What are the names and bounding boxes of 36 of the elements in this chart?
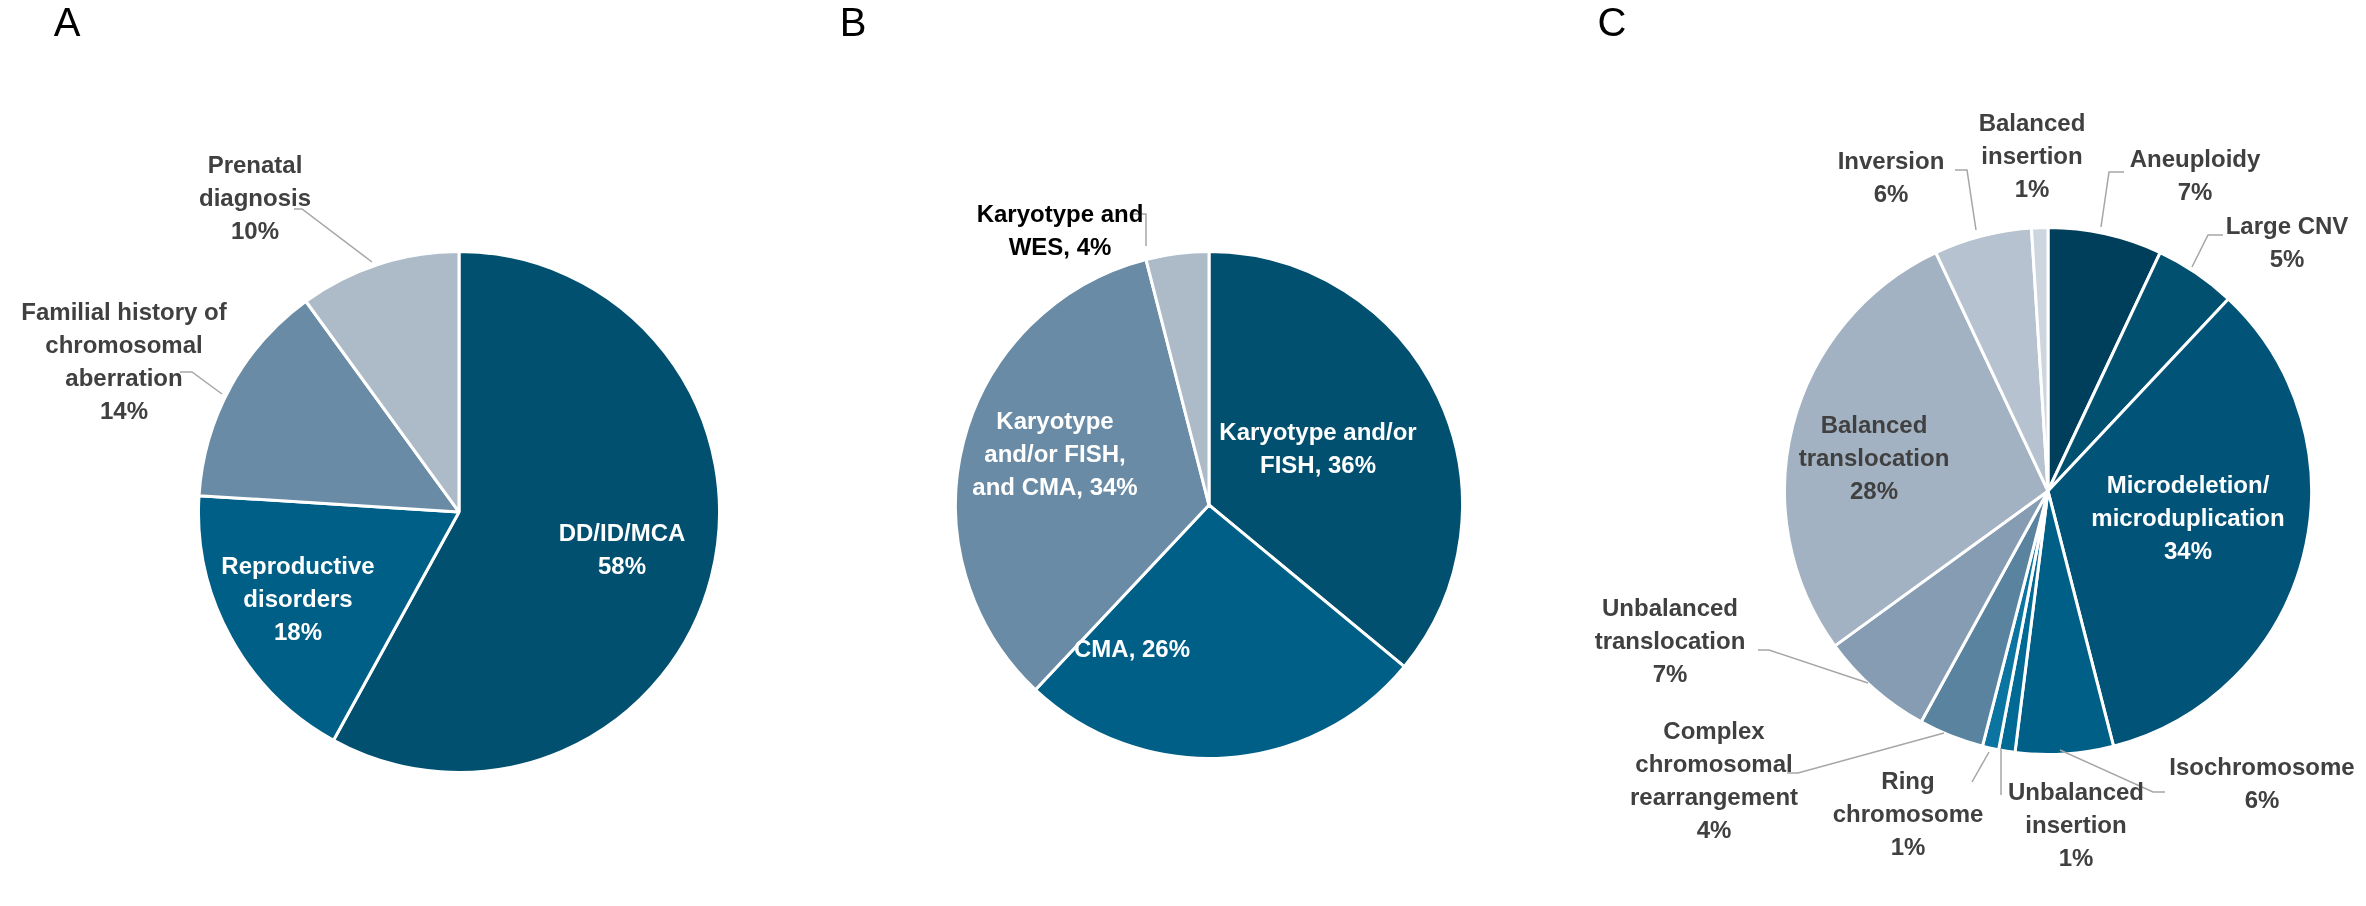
data-label: 1% bbox=[2014, 174, 2050, 202]
slice-label: Ring chromosome bbox=[1832, 766, 1984, 827]
data-label: 1% bbox=[1890, 832, 1926, 860]
data-label: 10% bbox=[230, 216, 280, 244]
slice-label: Large CNV bbox=[2225, 212, 2349, 240]
slice-label: Inversion bbox=[1837, 147, 1945, 175]
slice-label: Prenatal diagnosis bbox=[198, 150, 312, 211]
chart-title: C bbox=[1597, 0, 1627, 45]
slice-label: Unbalanced insertion bbox=[2007, 777, 2145, 838]
data-label: 6% bbox=[1873, 180, 1909, 208]
slice-label: Complex chromosomal rearrangement bbox=[1629, 717, 1799, 811]
data-label: 14% bbox=[99, 397, 149, 425]
chart-title: A bbox=[53, 0, 81, 45]
slice-label: Isochromosome bbox=[2169, 753, 2355, 781]
slice-label: Karyotype and WES, 4% bbox=[976, 200, 1144, 261]
slice-label: Karyotype and/or FISH, 36% bbox=[1219, 418, 1417, 479]
data-label: 28% bbox=[1849, 476, 1899, 504]
slice-label: Aneuploidy bbox=[2129, 145, 2261, 173]
slice-label: Balanced translocation bbox=[1798, 410, 1950, 471]
slice-label: Reproductive disorders bbox=[221, 551, 375, 612]
data-label: 7% bbox=[1652, 659, 1688, 687]
data-label: 34% bbox=[2163, 536, 2213, 564]
data-label: 18% bbox=[273, 617, 323, 645]
data-label: 7% bbox=[2177, 178, 2213, 206]
chart-title: B bbox=[839, 0, 867, 45]
data-label: 4% bbox=[1696, 816, 1732, 844]
data-label: 6% bbox=[2244, 786, 2280, 814]
slice-label: Unbalanced translocation bbox=[1594, 593, 1746, 654]
slice-label: Karyotype and/or FISH, and CMA, 34% bbox=[972, 406, 1138, 500]
data-label: 1% bbox=[2058, 843, 2094, 871]
slice-label: Balanced insertion bbox=[1978, 108, 2086, 169]
data-label: 5% bbox=[2269, 245, 2305, 273]
slice-label: Familial history of chromosomal aberration bbox=[21, 298, 228, 392]
slice-label: DD/ID/MCA bbox=[558, 519, 686, 547]
slice-label: Microdeletion/ microduplication bbox=[2091, 470, 2285, 531]
data-label: 58% bbox=[597, 552, 647, 580]
